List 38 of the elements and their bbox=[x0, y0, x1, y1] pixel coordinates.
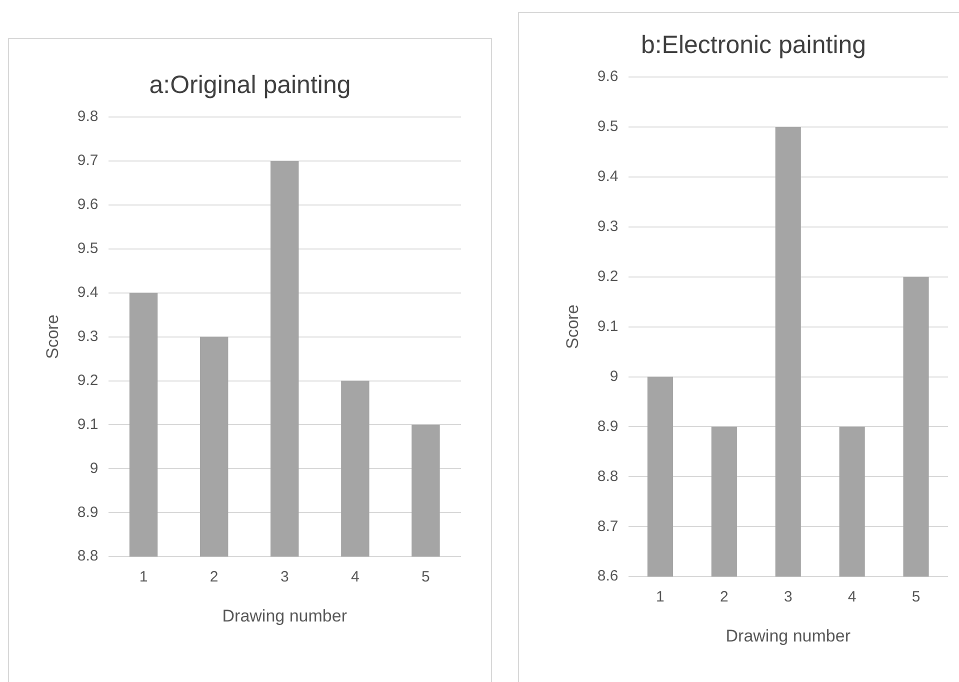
y-tick-label: 9.2 bbox=[77, 372, 98, 389]
y-tick-label: 9.4 bbox=[77, 284, 98, 301]
x-axis-title: Drawing number bbox=[726, 626, 851, 646]
y-tick-label: 8.9 bbox=[77, 504, 98, 521]
x-tick-label: 1 bbox=[139, 568, 148, 586]
y-tick-label: 8.7 bbox=[597, 518, 618, 535]
y-tick-label: 9.6 bbox=[597, 68, 618, 86]
y-tick-label: 8.8 bbox=[77, 548, 98, 565]
x-axis-title: Drawing number bbox=[222, 606, 348, 626]
y-tick-label: 9.6 bbox=[77, 196, 98, 214]
x-tick-label: 4 bbox=[848, 588, 856, 606]
y-tick-label: 9.1 bbox=[77, 416, 98, 433]
y-tick-label: 9.3 bbox=[77, 328, 98, 345]
y-tick-label: 9.1 bbox=[597, 318, 618, 335]
y-axis-title: Score bbox=[42, 314, 62, 360]
y-tick-label: 9.3 bbox=[597, 218, 618, 236]
y-tick-label: 8.6 bbox=[597, 568, 618, 585]
x-tick-label: 3 bbox=[280, 568, 289, 586]
y-tick-label: 9.7 bbox=[77, 152, 98, 170]
y-tick-label: 8.8 bbox=[597, 468, 618, 485]
y-axis-title: Score bbox=[562, 304, 582, 350]
chart-title: b:Electronic painting bbox=[640, 30, 866, 59]
y-tick-label: 9.8 bbox=[77, 108, 98, 126]
x-tick-label: 2 bbox=[720, 588, 728, 606]
x-tick-label: 5 bbox=[912, 588, 920, 606]
chart-title: a:Original painting bbox=[149, 70, 351, 99]
y-tick-label: 8.9 bbox=[597, 418, 618, 435]
x-tick-label: 2 bbox=[210, 568, 218, 586]
y-tick-label: 9 bbox=[90, 460, 98, 477]
y-tick-label: 9.2 bbox=[597, 268, 618, 285]
x-tick-label: 5 bbox=[422, 568, 430, 586]
x-tick-label: 4 bbox=[351, 568, 360, 586]
x-tick-label: 3 bbox=[784, 588, 792, 606]
y-tick-label: 9 bbox=[610, 368, 618, 385]
y-tick-label: 9.5 bbox=[77, 240, 98, 258]
y-tick-label: 9.5 bbox=[597, 118, 618, 136]
x-tick-label: 1 bbox=[656, 588, 664, 606]
y-tick-label: 9.4 bbox=[597, 168, 618, 186]
